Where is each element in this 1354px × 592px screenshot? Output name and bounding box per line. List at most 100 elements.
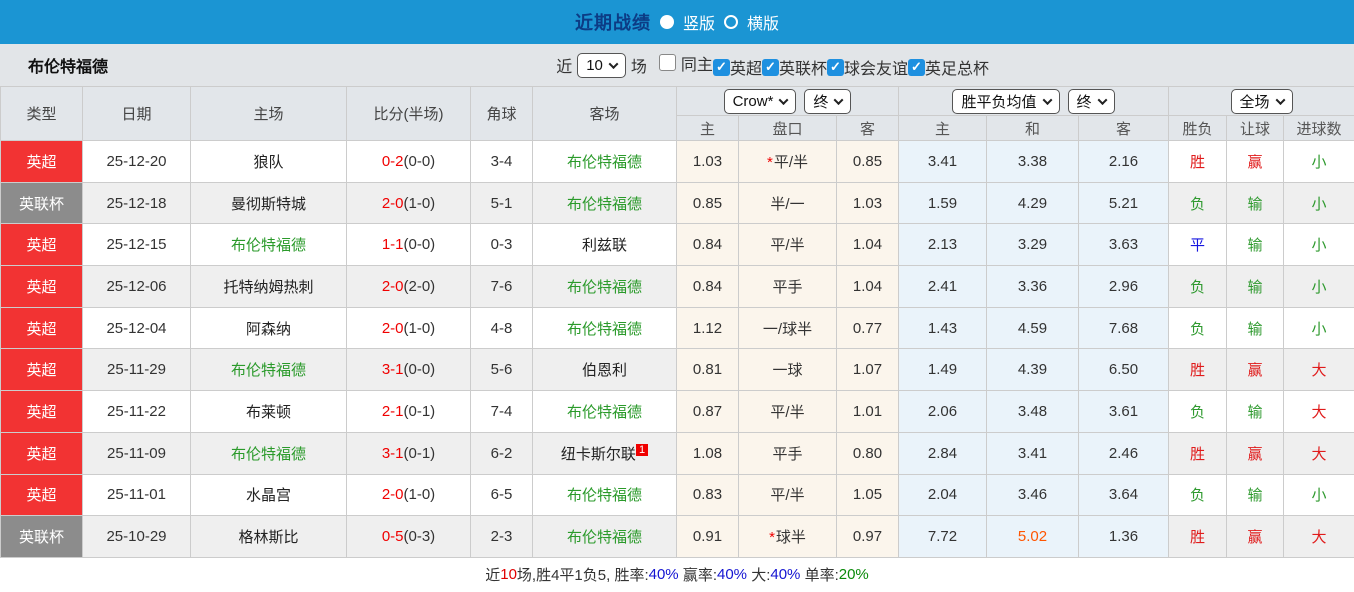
score-halftime: (0-0) [404, 361, 436, 378]
recent-label: 近 [556, 53, 572, 77]
layout-label-vertical[interactable]: 竖版 [683, 10, 715, 34]
team-name[interactable]: 伯恩利 [582, 362, 627, 379]
cell-hcap-line: 一球 [739, 349, 837, 391]
cell-date: 25-11-29 [83, 349, 191, 391]
checkbox-checked-icon[interactable]: ✓ [908, 59, 925, 76]
odds-dropdown-group: 胜平负均值 终 [899, 87, 1169, 116]
cell-res-wdl: 胜 [1169, 516, 1227, 558]
checkbox-checked-icon[interactable]: ✓ [827, 59, 844, 76]
cell-home: 托特纳姆热刺 [191, 266, 347, 308]
summary-segment: 20% [839, 566, 869, 583]
header-corners: 角球 [471, 87, 533, 141]
filter-check-label[interactable]: 英超 [730, 55, 762, 79]
team-name[interactable]: 布伦特福德 [567, 321, 642, 338]
summary-segment: 40% [717, 566, 747, 583]
cell-res-handicap: 赢 [1227, 349, 1284, 391]
odds-time-select[interactable]: 终 [1068, 89, 1115, 114]
result-scope-value: 全场 [1240, 91, 1270, 112]
cell-hcap-line: *平/半 [739, 141, 837, 183]
cell-hcap-away: 0.80 [837, 432, 899, 474]
filter-check-label[interactable]: 英联杯 [779, 55, 827, 79]
league-badge: 英超 [1, 224, 83, 266]
cell-res-handicap: 输 [1227, 307, 1284, 349]
cell-date: 25-11-09 [83, 432, 191, 474]
team-name[interactable]: 布伦特福德 [567, 529, 642, 546]
layout-label-horizontal[interactable]: 横版 [747, 10, 779, 34]
checkbox-unchecked-icon[interactable] [659, 54, 676, 71]
cell-avg-away: 3.64 [1079, 474, 1169, 516]
team-name[interactable]: 阿森纳 [246, 321, 291, 338]
cell-avg-away: 2.46 [1079, 432, 1169, 474]
cell-hcap-line: 一/球半 [739, 307, 837, 349]
cell-hcap-home: 0.84 [677, 266, 739, 308]
layout-radio-horizontal[interactable] [724, 15, 738, 29]
team-name[interactable]: 利兹联 [582, 237, 627, 254]
team-name[interactable]: 布伦特福德 [567, 487, 642, 504]
odds-source-select[interactable]: 胜平负均值 [952, 89, 1059, 114]
score-fulltime: 0-2 [382, 153, 404, 170]
summary-segment: 40% [770, 566, 800, 583]
league-filter-checkboxes: 同主✓英超✓英联杯✓球会友谊✓英足总杯 [652, 51, 989, 80]
cell-res-goals: 小 [1284, 307, 1354, 349]
team-name[interactable]: 水晶宫 [246, 487, 291, 504]
cell-hcap-home: 1.12 [677, 307, 739, 349]
team-name[interactable]: 布伦特福德 [567, 196, 642, 213]
subheader-handicap-home: 主 [677, 116, 739, 141]
subheader-result-goals: 进球数 [1284, 116, 1354, 141]
team-name[interactable]: 曼彻斯特城 [231, 196, 306, 213]
team-name[interactable]: 布伦特福德 [231, 237, 306, 254]
handicap-line: 一球 [772, 362, 802, 379]
cell-res-goals: 小 [1284, 182, 1354, 224]
cell-res-wdl: 负 [1169, 182, 1227, 224]
cell-res-wdl: 负 [1169, 266, 1227, 308]
checkbox-checked-icon[interactable]: ✓ [762, 59, 779, 76]
checkbox-checked-icon[interactable]: ✓ [713, 59, 730, 76]
cell-hcap-away: 1.05 [837, 474, 899, 516]
cell-hcap-home: 0.84 [677, 224, 739, 266]
cell-res-handicap: 赢 [1227, 141, 1284, 183]
recent-count-value: 10 [586, 57, 603, 74]
filter-check-label[interactable]: 球会友谊 [844, 55, 908, 79]
cell-score: 2-0(2-0) [347, 266, 471, 308]
layout-radio-vertical[interactable] [660, 15, 674, 29]
league-badge: 英超 [1, 141, 83, 183]
score-halftime: (1-0) [404, 195, 436, 212]
cell-away: 布伦特福德 [533, 307, 677, 349]
team-name[interactable]: 布伦特福德 [567, 279, 642, 296]
team-name[interactable]: 布莱顿 [246, 404, 291, 421]
filter-check-label[interactable]: 英足总杯 [925, 55, 989, 79]
handicap-source-select[interactable]: Crow* [724, 89, 797, 114]
team-name[interactable]: 布伦特福德 [567, 154, 642, 171]
league-badge: 英联杯 [1, 516, 83, 558]
filter-bar: 布伦特福德 近 10 场 同主✓英超✓英联杯✓球会友谊✓英足总杯 [0, 44, 1354, 86]
result-scope-select[interactable]: 全场 [1231, 89, 1293, 114]
cell-date: 25-12-18 [83, 182, 191, 224]
cell-away: 布伦特福德 [533, 474, 677, 516]
scope-dropdown-group: 全场 [1169, 87, 1354, 116]
cell-res-handicap: 输 [1227, 224, 1284, 266]
handicap-time-select[interactable]: 终 [804, 89, 851, 114]
team-name[interactable]: 格林斯比 [238, 529, 298, 546]
handicap-time-value: 终 [813, 91, 828, 112]
filter-check-item: ✓英超 [713, 55, 762, 79]
header-score: 比分(半场) [347, 87, 471, 141]
cell-hcap-away: 1.04 [837, 266, 899, 308]
odds-time-value: 终 [1077, 91, 1092, 112]
recent-count-select[interactable]: 10 [577, 53, 626, 78]
score-fulltime: 0-5 [382, 528, 404, 545]
team-name[interactable]: 布伦特福德 [231, 446, 306, 463]
team-name[interactable]: 布伦特福德 [567, 404, 642, 421]
team-name[interactable]: 狼队 [253, 154, 283, 171]
cell-res-wdl: 负 [1169, 474, 1227, 516]
subheader-avg-away: 客 [1079, 116, 1169, 141]
cell-res-wdl: 平 [1169, 224, 1227, 266]
filter-check-label[interactable]: 同主 [681, 51, 713, 75]
team-name[interactable]: 布伦特福德 [231, 362, 306, 379]
team-name[interactable]: 纽卡斯尔联 [561, 446, 636, 463]
cell-away: 利兹联 [533, 224, 677, 266]
cell-avg-draw: 3.36 [987, 266, 1079, 308]
team-name[interactable]: 托特纳姆热刺 [223, 279, 313, 296]
header-away: 客场 [533, 87, 677, 141]
